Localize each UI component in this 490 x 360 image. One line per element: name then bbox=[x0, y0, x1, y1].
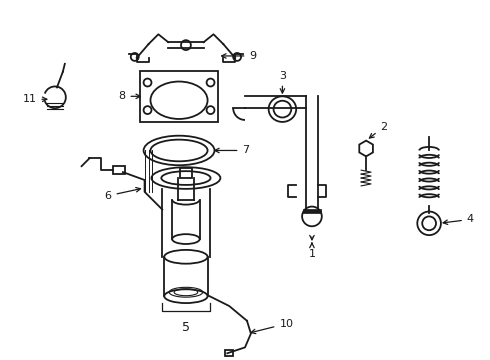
Text: 11: 11 bbox=[23, 94, 47, 104]
Text: 10: 10 bbox=[251, 319, 294, 334]
Text: 9: 9 bbox=[221, 51, 256, 61]
Text: 6: 6 bbox=[105, 188, 141, 201]
Bar bbox=[180, 168, 192, 178]
Text: 3: 3 bbox=[279, 71, 286, 93]
Text: 1: 1 bbox=[308, 243, 316, 259]
Bar bbox=[225, 350, 233, 356]
Bar bbox=[113, 166, 125, 174]
Text: 7: 7 bbox=[215, 145, 249, 156]
Text: 2: 2 bbox=[369, 122, 388, 138]
Text: 8: 8 bbox=[119, 91, 141, 101]
Text: 4: 4 bbox=[443, 215, 474, 224]
Text: 5: 5 bbox=[182, 321, 190, 334]
